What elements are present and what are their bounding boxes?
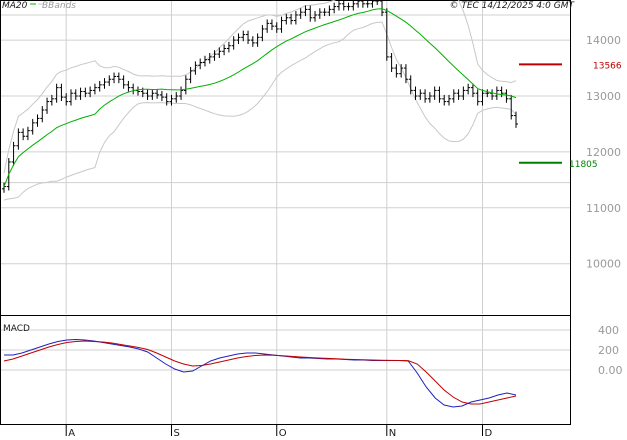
macd-line: [4, 338, 517, 408]
resistance-label: 13566: [593, 61, 622, 71]
x-tick-label: O: [279, 428, 287, 439]
signal-line: [3, 340, 517, 405]
x-tick-label: D: [485, 428, 493, 439]
x-tick-label: S: [173, 428, 179, 439]
copyright-notice: © TEC 14/12/2025 4:0 GMT: [449, 1, 575, 11]
price-panel-frame: [0, 0, 571, 316]
price-tick-label: 10000: [586, 258, 621, 271]
bbands-group: [3, 0, 517, 201]
bbands-lower: [3, 21, 517, 201]
levels-group: 13566 11805: [519, 61, 622, 170]
price-grid: [1, 1, 570, 424]
macd-panel-frame: [0, 315, 571, 425]
price-y-axis: 14000 13000 12000 11000 10000: [586, 34, 621, 271]
ma20-group: [3, 8, 517, 187]
x-tick-label: N: [389, 428, 396, 439]
ma20-legend: MA20: [2, 1, 28, 11]
candles-group: [2, 0, 518, 193]
macd-grid: [1, 329, 570, 371]
price-tick-label: 14000: [586, 34, 621, 47]
macd-title: MACD: [3, 324, 30, 334]
price-tick-label: 13000: [586, 90, 621, 103]
bbands-upper: [3, 0, 517, 174]
macd-tick-label: 200: [598, 344, 619, 357]
support-label: 11805: [569, 160, 598, 170]
bbands-legend: BBands: [42, 1, 76, 11]
macd-tick-label: 400: [598, 324, 619, 337]
price-tick-label: 12000: [586, 146, 621, 159]
macd-tick-label: 0.00: [598, 364, 623, 377]
x-tick-label: A: [68, 428, 75, 439]
ma20-line: [3, 8, 517, 187]
macd-group: [3, 338, 517, 408]
macd-y-axis: 400 200 0.00: [598, 324, 623, 377]
price-tick-label: 11000: [586, 202, 621, 215]
